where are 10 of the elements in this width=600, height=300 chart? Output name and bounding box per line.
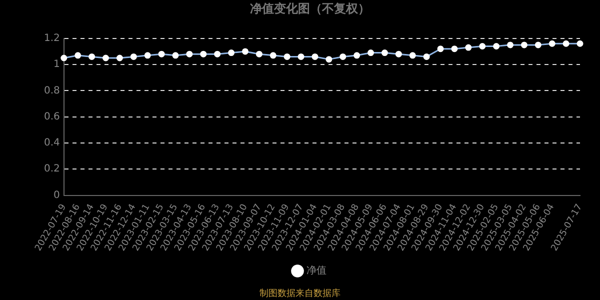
y-tick-label: 0.8 bbox=[44, 85, 60, 96]
y-tick-label: 0.2 bbox=[44, 164, 60, 175]
y-tick-label: 1 bbox=[54, 59, 60, 70]
y-tick-label: 0 bbox=[54, 190, 60, 201]
y-tick-label: 0.6 bbox=[44, 111, 60, 122]
y-tick-label: 1.2 bbox=[44, 32, 60, 44]
legend-label: 净值 bbox=[306, 264, 326, 277]
text: 制图数据来自数据库 bbox=[260, 288, 340, 299]
chart-title: 净值变化图（不复权） bbox=[250, 1, 370, 16]
y-tick-label: 0.4 bbox=[44, 138, 60, 149]
